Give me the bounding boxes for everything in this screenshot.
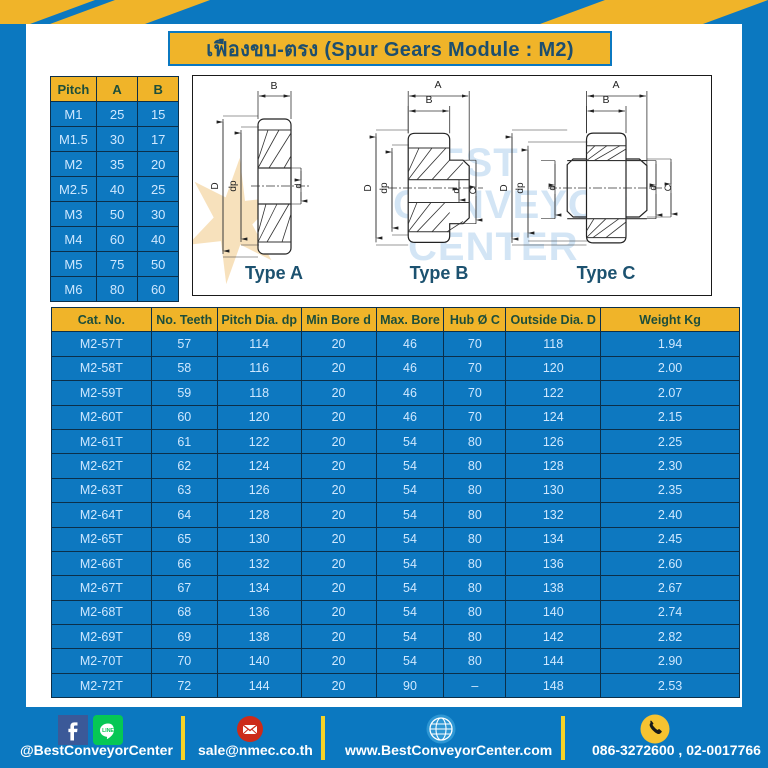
svg-text:dp: dp	[515, 182, 526, 194]
svg-text:D: D	[363, 184, 374, 191]
svg-text:C: C	[468, 187, 478, 194]
svg-text:C: C	[663, 184, 673, 191]
svg-text:D: D	[210, 182, 221, 189]
svg-text:A: A	[612, 79, 619, 91]
svg-text:LINE: LINE	[102, 728, 114, 734]
svg-text:B: B	[602, 94, 609, 106]
svg-text:D: D	[499, 184, 510, 191]
svg-text:B: B	[270, 80, 277, 92]
svg-text:Type B: Type B	[410, 263, 469, 283]
svg-text:Type C: Type C	[577, 263, 636, 283]
svg-text:d: d	[547, 185, 557, 190]
svg-text:B: B	[425, 94, 432, 106]
svg-text:d: d	[293, 183, 303, 188]
svg-text:A: A	[434, 79, 441, 91]
svg-text:Type A: Type A	[245, 263, 303, 283]
svg-text:d: d	[648, 185, 658, 190]
svg-text:d: d	[451, 188, 461, 193]
svg-text:dp: dp	[228, 180, 239, 192]
svg-text:dp: dp	[379, 182, 390, 194]
